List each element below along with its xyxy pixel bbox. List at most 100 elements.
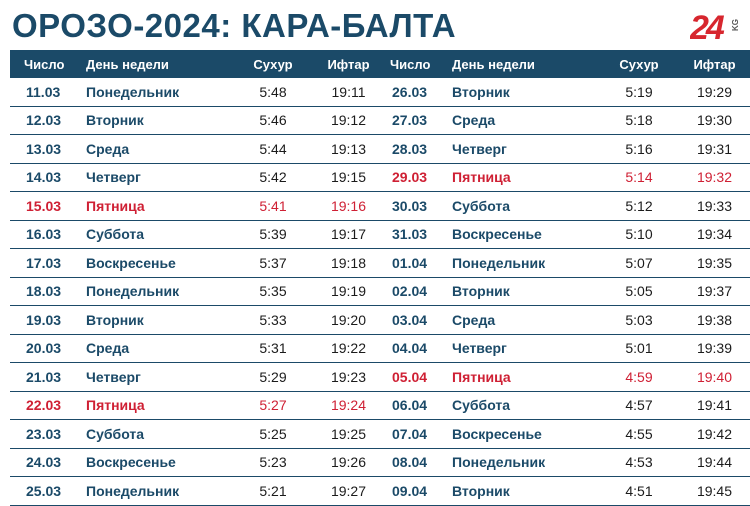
row-day: Четверг [452,334,604,363]
table-row: 24.03 Воскресенье 5:23 19:26 [10,448,389,477]
row-date: 11.03 [10,78,86,107]
row-day: Понедельник [452,248,604,278]
row-date: 17.03 [10,248,86,278]
table-row: 01.04 Понедельник 5:07 19:35 [376,248,750,278]
table-row: 26.03 Вторник 5:19 19:29 [376,78,750,107]
row-day: Воскресенье [452,220,604,249]
row-iftar: 19:26 [308,448,389,477]
row-date: 09.04 [376,476,452,506]
table-row: 15.03 Пятница 5:41 19:16 [10,191,389,221]
row-suhur: 5:29 [238,362,308,392]
schedule-table-left: Число День недели Сухур Ифтар 11.03 Понед… [10,50,389,506]
row-suhur: 5:25 [238,419,308,449]
table-row: 06.04 Суббота 4:57 19:41 [376,391,750,420]
row-day: Суббота [86,220,238,249]
row-suhur: 5:05 [604,277,674,306]
row-suhur: 5:48 [238,78,308,107]
row-day: Четверг [86,163,238,192]
row-date: 31.03 [376,220,452,249]
header-suhur: Сухур [238,50,308,78]
row-date: 27.03 [376,106,452,135]
row-suhur: 5:41 [238,191,308,221]
row-day: Вторник [452,476,604,506]
row-iftar: 19:18 [308,248,389,278]
row-suhur: 5:31 [238,334,308,363]
row-suhur: 5:44 [238,134,308,164]
row-date: 18.03 [10,277,86,306]
row-iftar: 19:39 [674,334,750,363]
table-row: 22.03 Пятница 5:27 19:24 [10,391,389,420]
row-suhur: 5:35 [238,277,308,306]
table-row: 12.03 Вторник 5:46 19:12 [10,106,389,135]
row-iftar: 19:17 [308,220,389,249]
row-iftar: 19:11 [308,78,389,107]
row-iftar: 19:45 [674,476,750,506]
row-day: Понедельник [452,448,604,477]
row-suhur: 5:46 [238,106,308,135]
row-iftar: 19:23 [308,362,389,392]
row-day: Пятница [86,391,238,420]
row-date: 07.04 [376,419,452,449]
row-suhur: 5:19 [604,78,674,107]
table-row: 31.03 Воскресенье 5:10 19:34 [376,220,750,249]
row-suhur: 5:39 [238,220,308,249]
row-suhur: 4:59 [604,362,674,392]
row-day: Вторник [452,277,604,306]
row-iftar: 19:35 [674,248,750,278]
row-iftar: 19:31 [674,134,750,164]
row-suhur: 4:57 [604,391,674,420]
row-iftar: 19:25 [308,419,389,449]
row-iftar: 19:22 [308,334,389,363]
row-iftar: 19:16 [308,191,389,221]
row-suhur: 4:53 [604,448,674,477]
row-suhur: 4:55 [604,419,674,449]
schedule-table-right: Число День недели Сухур Ифтар 26.03 Вторн… [376,50,750,506]
row-iftar: 19:33 [674,191,750,221]
table-row: 18.03 Понедельник 5:35 19:19 [10,277,389,306]
row-date: 23.03 [10,419,86,449]
table-row: 09.04 Вторник 4:51 19:45 [376,476,750,506]
table-row: 04.04 Четверг 5:01 19:39 [376,334,750,363]
table-row: 07.04 Воскресенье 4:55 19:42 [376,419,750,449]
row-suhur: 5:01 [604,334,674,363]
row-iftar: 19:41 [674,391,750,420]
row-date: 25.03 [10,476,86,506]
row-date: 06.04 [376,391,452,420]
header-date: Число [376,50,452,78]
row-day: Четверг [86,362,238,392]
row-date: 01.04 [376,248,452,278]
row-iftar: 19:20 [308,305,389,335]
row-suhur: 5:10 [604,220,674,249]
row-day: Четверг [452,134,604,164]
table-row: 14.03 Четверг 5:42 19:15 [10,163,389,192]
table-row: 30.03 Суббота 5:12 19:33 [376,191,750,221]
row-suhur: 5:27 [238,391,308,420]
row-date: 05.04 [376,362,452,392]
row-iftar: 19:44 [674,448,750,477]
row-day: Пятница [452,362,604,392]
table-row: 11.03 Понедельник 5:48 19:11 [10,78,389,107]
row-day: Среда [86,134,238,164]
row-day: Понедельник [86,78,238,107]
row-iftar: 19:32 [674,163,750,192]
row-day: Понедельник [86,476,238,506]
row-date: 30.03 [376,191,452,221]
header-iftar: Ифтар [674,50,750,78]
row-day: Суббота [452,191,604,221]
row-date: 28.03 [376,134,452,164]
row-day: Пятница [86,191,238,221]
row-date: 02.04 [376,277,452,306]
row-day: Вторник [86,305,238,335]
row-iftar: 19:30 [674,106,750,135]
row-date: 12.03 [10,106,86,135]
row-day: Понедельник [86,277,238,306]
row-suhur: 4:51 [604,476,674,506]
row-suhur: 5:21 [238,476,308,506]
row-iftar: 19:42 [674,419,750,449]
table-row: 27.03 Среда 5:18 19:30 [376,106,750,135]
row-day: Вторник [86,106,238,135]
row-date: 14.03 [10,163,86,192]
table-row: 08.04 Понедельник 4:53 19:44 [376,448,750,477]
row-suhur: 5:14 [604,163,674,192]
table-row: 03.04 Среда 5:03 19:38 [376,305,750,335]
